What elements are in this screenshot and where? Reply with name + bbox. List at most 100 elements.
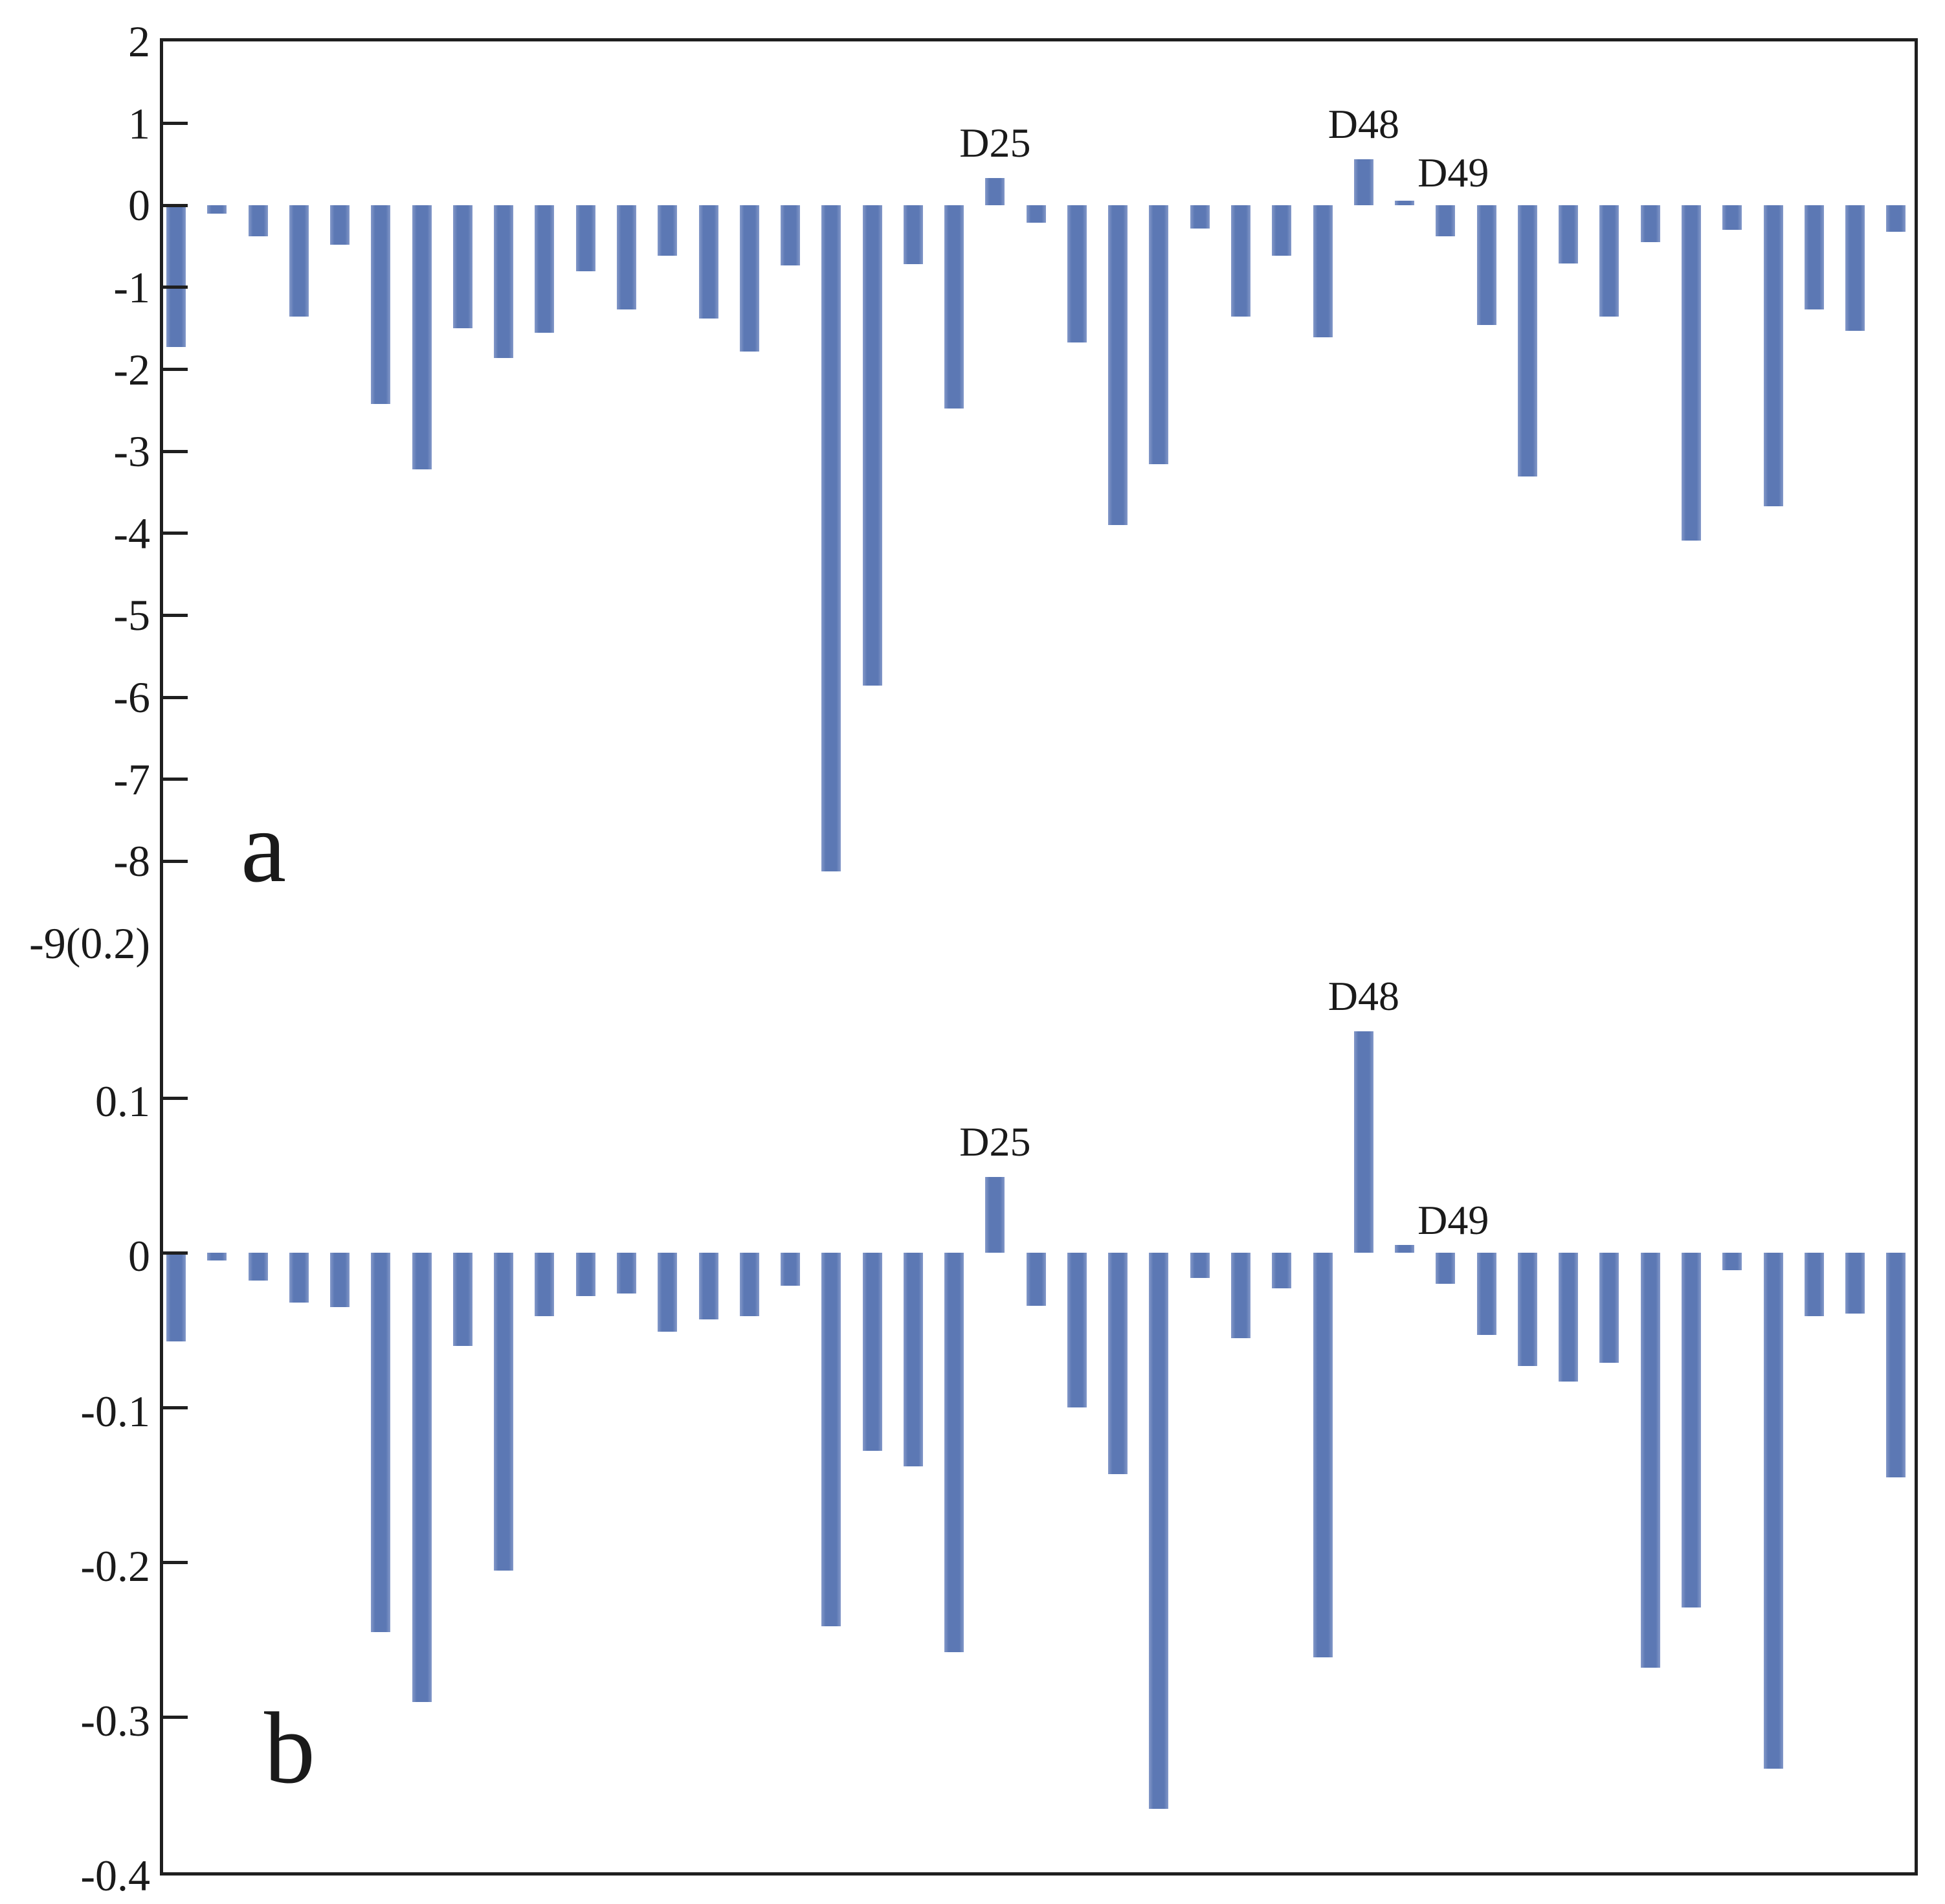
y-axis-tickmark: [163, 1406, 188, 1409]
bar: [1436, 205, 1456, 237]
bar: [1272, 1253, 1292, 1289]
y-axis-tick-label: -7: [113, 754, 150, 804]
bar: [1804, 205, 1824, 310]
bar: [944, 205, 964, 409]
bar: [371, 1253, 391, 1633]
y-axis-tickmark: [163, 695, 188, 699]
y-axis-tick-label: 2: [128, 17, 150, 66]
bar: [452, 1253, 472, 1346]
bar: [1272, 205, 1292, 256]
bar: [494, 1253, 514, 1571]
bar: [575, 1253, 595, 1297]
bar: [1436, 1253, 1456, 1284]
y-axis-tick-label: 0.1: [95, 1077, 150, 1126]
bar: [698, 205, 718, 319]
bar: [412, 205, 432, 470]
panel-b-plotbox: D25 D48 D49: [160, 943, 1918, 1876]
bar: [1763, 205, 1783, 507]
bar: [1190, 1253, 1210, 1278]
bar: [207, 1253, 227, 1261]
bar: [821, 1253, 841, 1626]
bar: [1395, 1245, 1415, 1253]
bar: [1845, 205, 1865, 331]
bar: [1313, 1253, 1333, 1657]
bar: [452, 205, 472, 329]
bar: [903, 1253, 923, 1467]
bar: [1722, 205, 1742, 230]
y-axis-tickmark: [163, 122, 188, 126]
bar: [903, 205, 923, 265]
bar: [1599, 1253, 1619, 1363]
bar-label-D25: D25: [959, 1119, 1031, 1165]
bar: [616, 205, 636, 310]
bar: [1886, 205, 1906, 232]
panel-a-letter: a: [241, 790, 287, 904]
bar: [330, 205, 350, 245]
bar: [985, 1177, 1005, 1253]
bar: [289, 205, 309, 317]
y-axis-tick-label: -5: [113, 590, 150, 640]
bar: [1149, 1253, 1169, 1809]
bar: [781, 1253, 801, 1286]
bar: [781, 205, 801, 265]
y-axis-tickmark: [163, 1561, 188, 1565]
bar: [1313, 205, 1333, 338]
bar: [739, 205, 759, 352]
y-axis-tick-label: -2: [113, 344, 150, 394]
bar: [1190, 205, 1210, 229]
bar: [166, 205, 186, 348]
bar: [698, 1253, 718, 1320]
bar: [1026, 1253, 1046, 1306]
bar: [248, 1253, 268, 1281]
bar: [289, 1253, 309, 1303]
bar-label-D49: D49: [1417, 150, 1489, 196]
bar: [616, 1253, 636, 1294]
bar: [494, 205, 514, 358]
bar: [1067, 205, 1087, 342]
bar: [1353, 1031, 1373, 1253]
bar: [862, 1253, 882, 1451]
bar: [1559, 205, 1579, 264]
y-axis-tickmark: [163, 613, 188, 617]
bar: [739, 1253, 759, 1317]
bar: [944, 1253, 964, 1653]
y-axis-tickmark: [163, 1096, 188, 1100]
bar: [1517, 205, 1537, 477]
bar: [658, 205, 678, 256]
bar: [862, 205, 882, 686]
bar: [1599, 205, 1619, 317]
bar: [1517, 1253, 1537, 1366]
bar-label-D49: D49: [1417, 1197, 1489, 1244]
bar: [412, 1253, 432, 1702]
bar-label-D25: D25: [959, 120, 1031, 166]
bar-label-D48: D48: [1328, 973, 1399, 1020]
y-axis-tick-label: -0.3: [80, 1696, 150, 1745]
bar: [371, 205, 391, 404]
y-axis-tickmark: [163, 368, 188, 372]
y-axis-tick-label: 0: [128, 1231, 150, 1281]
y-axis-tickmark: [163, 1716, 188, 1719]
bar: [575, 205, 595, 271]
bar: [1640, 205, 1660, 243]
bar: [1067, 1253, 1087, 1408]
y-axis-tick-label: 0: [128, 181, 150, 230]
bar: [207, 205, 227, 214]
bar: [1640, 1253, 1660, 1668]
y-axis-tickmark: [163, 859, 188, 863]
y-axis-tick-label: -0.2: [80, 1541, 150, 1591]
bar: [1804, 1253, 1824, 1317]
y-axis-tick-label: -3: [113, 427, 150, 476]
bar: [658, 1253, 678, 1332]
bar: [1559, 1253, 1579, 1382]
bar: [821, 205, 841, 871]
y-axis-tickmark: [163, 532, 188, 535]
y-axis-tick-label: 1: [128, 98, 150, 148]
y-axis-tickmark: [163, 286, 188, 289]
bar: [1149, 205, 1169, 465]
bar: [1353, 159, 1373, 206]
bar: [1231, 205, 1251, 317]
bar: [1681, 205, 1701, 541]
bar: [535, 205, 555, 333]
y-axis-tickmark: [163, 778, 188, 781]
